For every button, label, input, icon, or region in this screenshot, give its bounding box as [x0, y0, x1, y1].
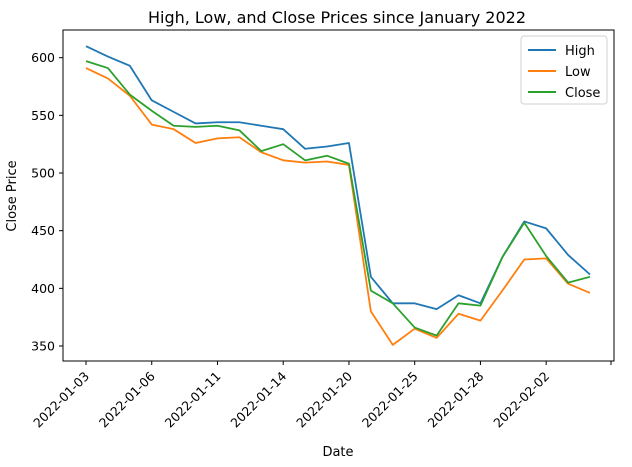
series-line-high [85, 45, 591, 311]
series-layer [85, 45, 591, 346]
plot-frame [62, 29, 615, 362]
legend-box [520, 35, 608, 105]
y-tick-label: 400 [31, 281, 55, 296]
legend: High Low Close [520, 35, 608, 105]
y-tick-label: 500 [31, 166, 55, 181]
y-axis: 350 400 450 500 550 600 [31, 50, 63, 354]
x-tick-label: 2022-01-20 [293, 368, 355, 430]
y-axis-label: Close Price [5, 160, 20, 231]
x-tick-label: 2022-01-25 [359, 369, 421, 431]
x-axis: 2022-01-03 2022-01-06 2022-01-11 2022-01-14… [30, 361, 612, 431]
legend-label-low: Low [565, 65, 591, 80]
series-line-close [85, 60, 591, 337]
x-tick-label: 2022-01-06 [96, 368, 158, 430]
x-axis-label: Date [322, 445, 353, 460]
legend-label-high: High [565, 44, 595, 59]
x-tick-label: 2022-01-03 [30, 369, 92, 431]
y-tick-label: 450 [31, 223, 55, 238]
y-tick-label: 350 [31, 339, 55, 354]
x-tick-label: 2022-02-02 [490, 369, 552, 431]
x-tick-label: 2022-01-14 [227, 368, 289, 430]
series-line-low [85, 67, 591, 346]
chart-title: High, Low, and Close Prices since Januar… [148, 8, 526, 27]
legend-label-close: Close [565, 86, 600, 101]
y-tick-label: 600 [31, 50, 55, 65]
y-tick-label: 550 [31, 108, 55, 123]
x-tick-label: 2022-01-11 [162, 369, 224, 431]
x-tick-label: 2022-01-28 [425, 368, 487, 430]
